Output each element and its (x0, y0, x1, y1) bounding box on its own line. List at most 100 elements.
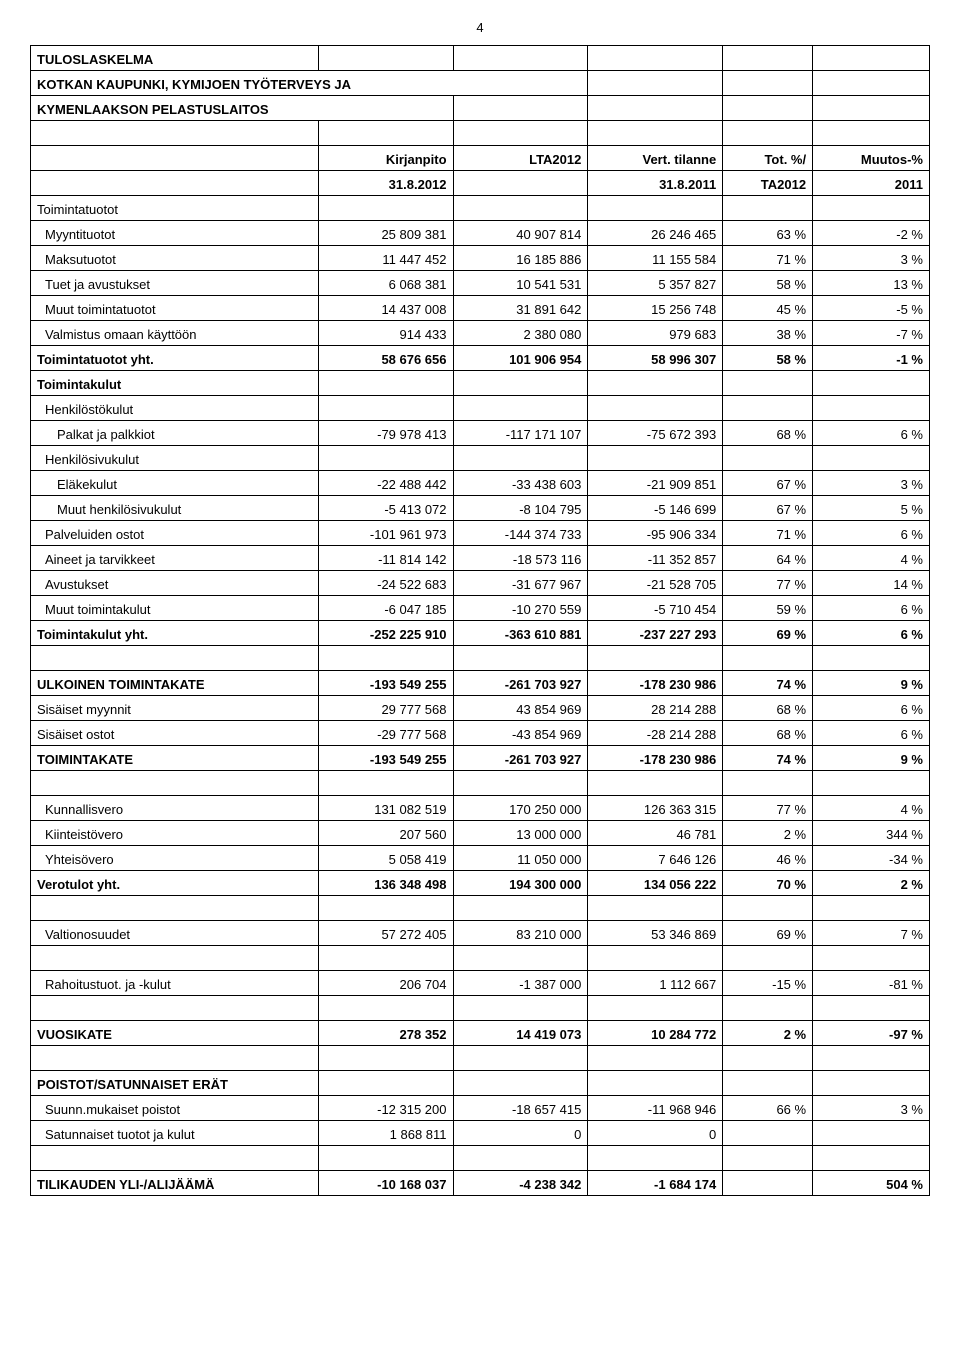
cell-value (723, 396, 813, 421)
table-row: ULKOINEN TOIMINTAKATE-193 549 255-261 70… (31, 671, 930, 696)
cell-value (453, 396, 588, 421)
row-label: Yhteisövero (31, 846, 319, 871)
table-row: Kunnallisvero131 082 519170 250 000126 3… (31, 796, 930, 821)
cell-value: 29 777 568 (318, 696, 453, 721)
row-label: Valtionosuudet (31, 921, 319, 946)
cell-value: 6 % (813, 621, 930, 646)
cell-value: 45 % (723, 296, 813, 321)
cell-value: 206 704 (318, 971, 453, 996)
cell-value: 6 % (813, 721, 930, 746)
table-row: Sisäiset myynnit29 777 56843 854 96928 2… (31, 696, 930, 721)
cell-value: 7 646 126 (588, 846, 723, 871)
col-header: Kirjanpito (318, 146, 453, 171)
table-row: Yhteisövero5 058 41911 050 0007 646 1264… (31, 846, 930, 871)
cell-value: 69 % (723, 621, 813, 646)
cell-value: 131 082 519 (318, 796, 453, 821)
cell-value: 16 185 886 (453, 246, 588, 271)
cell-value: -363 610 881 (453, 621, 588, 646)
row-label: Muut toimintakulut (31, 596, 319, 621)
row-label: Valmistus omaan käyttöön (31, 321, 319, 346)
row-label: Eläkekulut (31, 471, 319, 496)
cell-value: -117 171 107 (453, 421, 588, 446)
cell-value: 28 214 288 (588, 696, 723, 721)
cell-value: 344 % (813, 821, 930, 846)
cell-value: -2 % (813, 221, 930, 246)
table-row: VUOSIKATE278 35214 419 07310 284 7722 %-… (31, 1021, 930, 1046)
row-label: Toimintatuotot (31, 196, 319, 221)
cell-value: 14 419 073 (453, 1021, 588, 1046)
cell-value: 15 256 748 (588, 296, 723, 321)
cell-value: 70 % (723, 871, 813, 896)
cell-value: 5 357 827 (588, 271, 723, 296)
cell-value (588, 1071, 723, 1096)
cell-value: -34 % (813, 846, 930, 871)
cell-value: 68 % (723, 721, 813, 746)
row-label: Rahoitustuot. ja -kulut (31, 971, 319, 996)
title-3: KYMENLAAKSON PELASTUSLAITOS (31, 96, 454, 121)
table-row: Toimintakulut yht.-252 225 910-363 610 8… (31, 621, 930, 646)
cell-value (813, 371, 930, 396)
page-number: 4 (30, 20, 930, 35)
cell-value: 979 683 (588, 321, 723, 346)
row-label: Sisäiset myynnit (31, 696, 319, 721)
cell-value: -144 374 733 (453, 521, 588, 546)
cell-value: 6 % (813, 521, 930, 546)
row-label: POISTOT/SATUNNAISET ERÄT (31, 1071, 319, 1096)
cell-value: 13 % (813, 271, 930, 296)
table-row: Eläkekulut-22 488 442-33 438 603-21 909 … (31, 471, 930, 496)
cell-value: -97 % (813, 1021, 930, 1046)
cell-value: -81 % (813, 971, 930, 996)
row-label: Muut henkilösivukulut (31, 496, 319, 521)
cell-value: 3 % (813, 246, 930, 271)
financial-table: TULOSLASKELMA KOTKAN KAUPUNKI, KYMIJOEN … (30, 45, 930, 1196)
header-row-1: Kirjanpito LTA2012 Vert. tilanne Tot. %/… (31, 146, 930, 171)
row-label: Toimintatuotot yht. (31, 346, 319, 371)
cell-value: 4 % (813, 796, 930, 821)
title-row: KOTKAN KAUPUNKI, KYMIJOEN TYÖTERVEYS JA (31, 71, 930, 96)
cell-value: 504 % (813, 1171, 930, 1196)
cell-value (723, 446, 813, 471)
cell-value: 83 210 000 (453, 921, 588, 946)
cell-value: 4 % (813, 546, 930, 571)
cell-value: 77 % (723, 571, 813, 596)
cell-value: -22 488 442 (318, 471, 453, 496)
table-row: TOIMINTAKATE-193 549 255-261 703 927-178… (31, 746, 930, 771)
cell-value: 58 996 307 (588, 346, 723, 371)
row-label: Tuet ja avustukset (31, 271, 319, 296)
cell-value (588, 446, 723, 471)
cell-value (318, 196, 453, 221)
cell-value (723, 1171, 813, 1196)
cell-value (723, 371, 813, 396)
table-row: Toimintatuotot (31, 196, 930, 221)
cell-value: 6 % (813, 421, 930, 446)
cell-value: -21 528 705 (588, 571, 723, 596)
table-row: Verotulot yht.136 348 498194 300 000134 … (31, 871, 930, 896)
table-row: Avustukset-24 522 683-31 677 967-21 528 … (31, 571, 930, 596)
cell-value: 2 % (813, 871, 930, 896)
cell-value: 71 % (723, 521, 813, 546)
cell-value (588, 196, 723, 221)
col-subheader: 31.8.2011 (588, 171, 723, 196)
cell-value (318, 396, 453, 421)
table-row: Rahoitustuot. ja -kulut206 704-1 387 000… (31, 971, 930, 996)
table-row: Henkilösivukulut (31, 446, 930, 471)
cell-value: 25 809 381 (318, 221, 453, 246)
row-label: VUOSIKATE (31, 1021, 319, 1046)
row-label: Sisäiset ostot (31, 721, 319, 746)
title-row: KYMENLAAKSON PELASTUSLAITOS (31, 96, 930, 121)
table-row: Muut toimintatuotot14 437 00831 891 6421… (31, 296, 930, 321)
cell-value: -5 413 072 (318, 496, 453, 521)
cell-value (453, 1071, 588, 1096)
cell-value: -18 573 116 (453, 546, 588, 571)
cell-value: 40 907 814 (453, 221, 588, 246)
table-row: Muut toimintakulut-6 047 185-10 270 559-… (31, 596, 930, 621)
cell-value (318, 1071, 453, 1096)
cell-value: -8 104 795 (453, 496, 588, 521)
cell-value: 136 348 498 (318, 871, 453, 896)
cell-value: 3 % (813, 471, 930, 496)
cell-value: 68 % (723, 696, 813, 721)
cell-value: 71 % (723, 246, 813, 271)
row-label: Palkat ja palkkiot (31, 421, 319, 446)
cell-value (318, 371, 453, 396)
col-header: Tot. %/ (723, 146, 813, 171)
